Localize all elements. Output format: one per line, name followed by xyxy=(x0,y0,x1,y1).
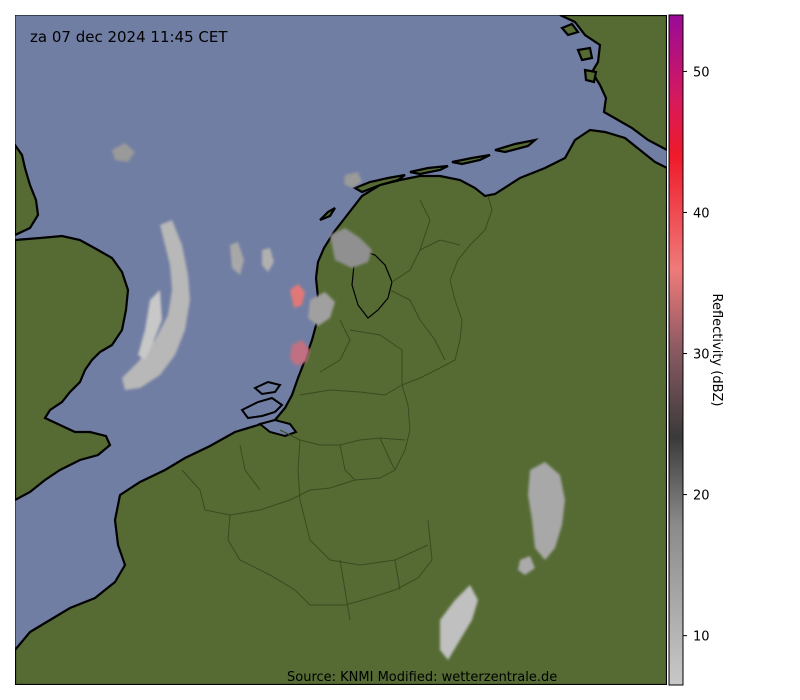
colorbar-tick-label: 40 xyxy=(693,206,710,221)
source-credit: Source: KNMI Modified: wetterzentrale.de xyxy=(287,670,557,685)
colorbar: 10 20 30 40 50 Reflectivity (dBZ) xyxy=(668,14,724,686)
colorbar-ticks: 10 20 30 40 50 xyxy=(683,65,710,645)
land-continent xyxy=(15,128,667,685)
timestamp-label: za 07 dec 2024 11:45 CET xyxy=(30,28,228,46)
colorbar-tick-label: 10 xyxy=(693,630,710,645)
ijsselmeer xyxy=(351,249,393,319)
zeeland-delta xyxy=(240,380,298,438)
colorbar-tick-label: 50 xyxy=(693,65,710,80)
radar-echoes xyxy=(112,143,565,660)
wadden-islands xyxy=(319,22,598,222)
colorbar-tick-label: 20 xyxy=(693,489,710,504)
radar-map xyxy=(15,15,667,685)
colorbar-gradient xyxy=(668,14,684,686)
land-england xyxy=(15,234,130,502)
colorbar-label: Reflectivity (dBZ) xyxy=(709,294,724,407)
region-borders xyxy=(181,195,493,621)
land-england-north xyxy=(15,143,40,237)
colorbar-tick-label: 30 xyxy=(693,348,710,363)
land-denmark xyxy=(559,15,667,152)
